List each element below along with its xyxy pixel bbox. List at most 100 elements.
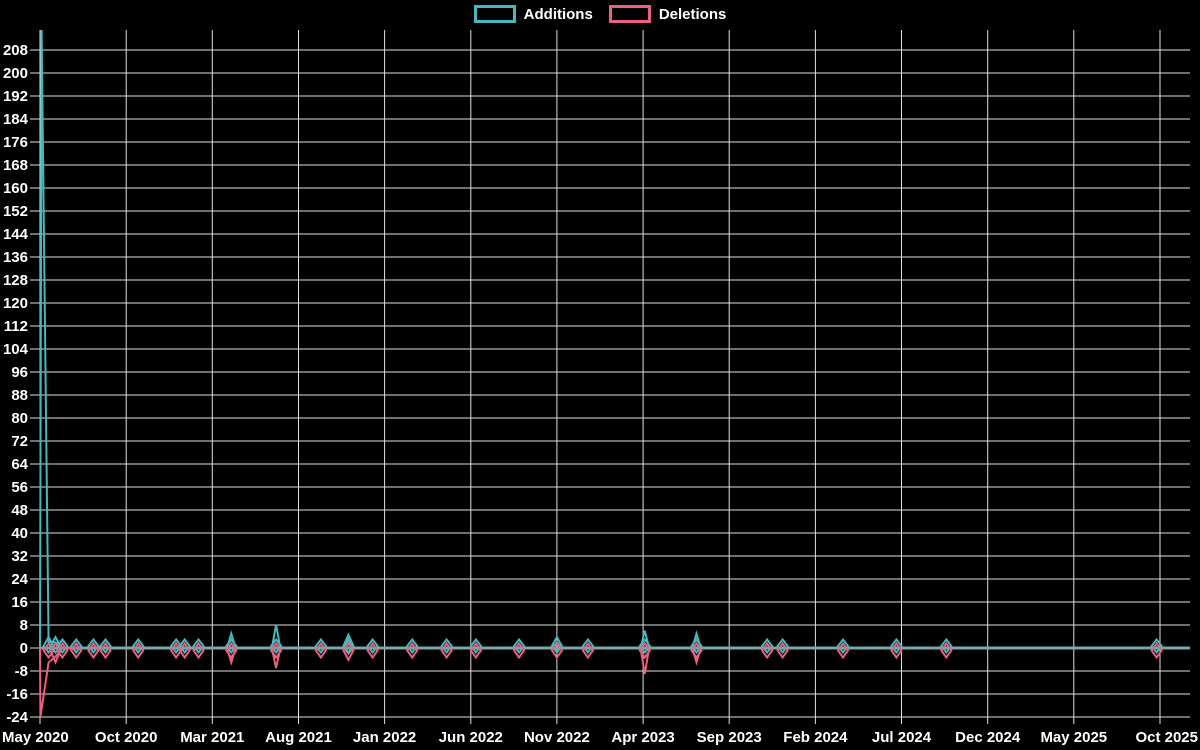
additions-point-marker <box>87 637 100 655</box>
point-markers <box>42 632 1163 665</box>
y-tick-label: 0 <box>20 640 28 657</box>
deletions-point-marker <box>87 641 100 660</box>
additions-point-marker <box>99 637 112 655</box>
deletions-swatch-icon <box>608 5 651 23</box>
y-tick-label: 24 <box>11 571 28 588</box>
y-tick-label: 120 <box>3 295 28 312</box>
additions-point-marker <box>1150 637 1163 655</box>
additions-point-marker <box>405 637 419 655</box>
deletions-point-marker <box>836 641 850 660</box>
deletions-point-marker <box>192 641 205 660</box>
y-tick-label: 80 <box>11 410 28 427</box>
deletions-point-marker <box>776 641 789 660</box>
additions-swatch-icon <box>473 5 516 23</box>
y-tick-label: 8 <box>20 617 28 634</box>
additions-point-marker <box>469 637 483 655</box>
deletions-point-marker <box>178 641 191 660</box>
y-grid-and-labels: 2082001921841761681601521441361281201121… <box>3 42 1190 726</box>
x-grid-and-labels: May 2020 Oct 2020 Mar 2021 Aug 2021 Jan 2022… <box>2 30 1198 746</box>
x-tick-label: Aug 2021 <box>265 729 332 746</box>
y-tick-label: 184 <box>3 111 29 128</box>
deletions-point-marker <box>69 641 83 660</box>
deletions-point-marker <box>405 641 419 660</box>
deletions-point-marker <box>512 641 526 660</box>
x-tick-label: Dec 2024 <box>955 729 1021 746</box>
x-tick-label: Mar 2021 <box>180 729 244 746</box>
additions-point-marker <box>169 637 183 655</box>
x-tick-label: May 2025 <box>1040 729 1107 746</box>
y-tick-label: 168 <box>3 157 28 174</box>
additions-line <box>39 29 702 649</box>
chart-legend: Additions Deletions <box>0 5 1200 23</box>
additions-point-marker <box>690 637 703 655</box>
deletions-point-marker <box>56 641 69 660</box>
y-tick-label: 48 <box>11 502 28 519</box>
legend-item-deletions: Deletions <box>608 5 727 23</box>
additions-point-marker <box>512 637 526 655</box>
additions-point-marker <box>178 637 191 655</box>
x-tick-label: Jun 2022 <box>439 729 503 746</box>
y-tick-label: 112 <box>4 318 28 335</box>
additions-point-marker <box>638 637 652 655</box>
y-tick-label: 104 <box>3 341 29 358</box>
deletions-point-marker <box>760 641 774 660</box>
deletions-point-marker <box>1150 641 1163 660</box>
y-tick-label: -16 <box>6 686 28 703</box>
additions-point-marker <box>192 637 205 655</box>
deletions-point-marker <box>99 641 112 660</box>
y-tick-label: 200 <box>3 65 28 82</box>
additions-point-marker <box>440 637 453 655</box>
additions-point-marker <box>836 637 850 655</box>
y-tick-label: 32 <box>11 548 28 565</box>
additions-point-marker <box>550 635 564 655</box>
y-tick-label: 64 <box>11 456 28 473</box>
y-tick-label: 160 <box>3 180 28 197</box>
y-tick-label: 16 <box>11 594 28 611</box>
x-tick-label: Feb 2024 <box>783 729 848 746</box>
y-tick-label: 72 <box>11 433 28 450</box>
y-tick-label: 128 <box>3 272 28 289</box>
y-tick-label: -24 <box>6 709 28 726</box>
x-tick-label: Jul 2024 <box>872 729 932 746</box>
deletions-point-marker <box>638 641 652 660</box>
y-tick-label: -8 <box>15 663 28 680</box>
additions-point-marker <box>131 637 145 655</box>
deletions-point-marker <box>440 641 453 660</box>
x-tick-label: Nov 2022 <box>524 729 590 746</box>
additions-point-marker <box>581 637 595 655</box>
x-tick-label: Jan 2022 <box>353 729 416 746</box>
x-tick-label: Oct 2020 <box>95 729 158 746</box>
additions-point-marker <box>225 637 238 655</box>
additions-point-marker <box>776 637 789 655</box>
additions-point-marker <box>56 637 69 655</box>
y-tick-label: 176 <box>3 134 28 151</box>
y-tick-label: 152 <box>3 203 28 220</box>
y-tick-label: 56 <box>11 479 28 496</box>
deletions-point-marker <box>225 641 238 660</box>
y-tick-label: 40 <box>11 525 28 542</box>
deletions-line <box>39 647 702 718</box>
additions-legend-label: Additions <box>523 5 593 23</box>
x-tick-label: Oct 2025 <box>1135 729 1198 746</box>
x-tick-label: Apr 2023 <box>611 729 674 746</box>
deletions-point-marker <box>366 641 379 660</box>
x-tick-label: May 2020 <box>2 729 69 746</box>
additions-point-marker <box>366 637 379 655</box>
y-tick-label: 144 <box>3 226 29 243</box>
additions-point-marker <box>760 637 774 655</box>
additions-point-marker <box>314 637 328 655</box>
deletions-legend-label: Deletions <box>658 5 727 23</box>
y-tick-label: 136 <box>3 249 28 266</box>
x-tick-label: Sep 2023 <box>697 729 762 746</box>
deletions-point-marker <box>342 641 355 663</box>
deletions-point-marker <box>131 641 145 660</box>
deletions-point-marker <box>890 641 903 660</box>
deletions-point-marker <box>690 641 703 660</box>
y-tick-label: 88 <box>11 387 28 404</box>
additions-point-marker <box>890 637 903 655</box>
legend-item-additions: Additions <box>473 5 593 23</box>
y-tick-label: 96 <box>11 364 28 381</box>
